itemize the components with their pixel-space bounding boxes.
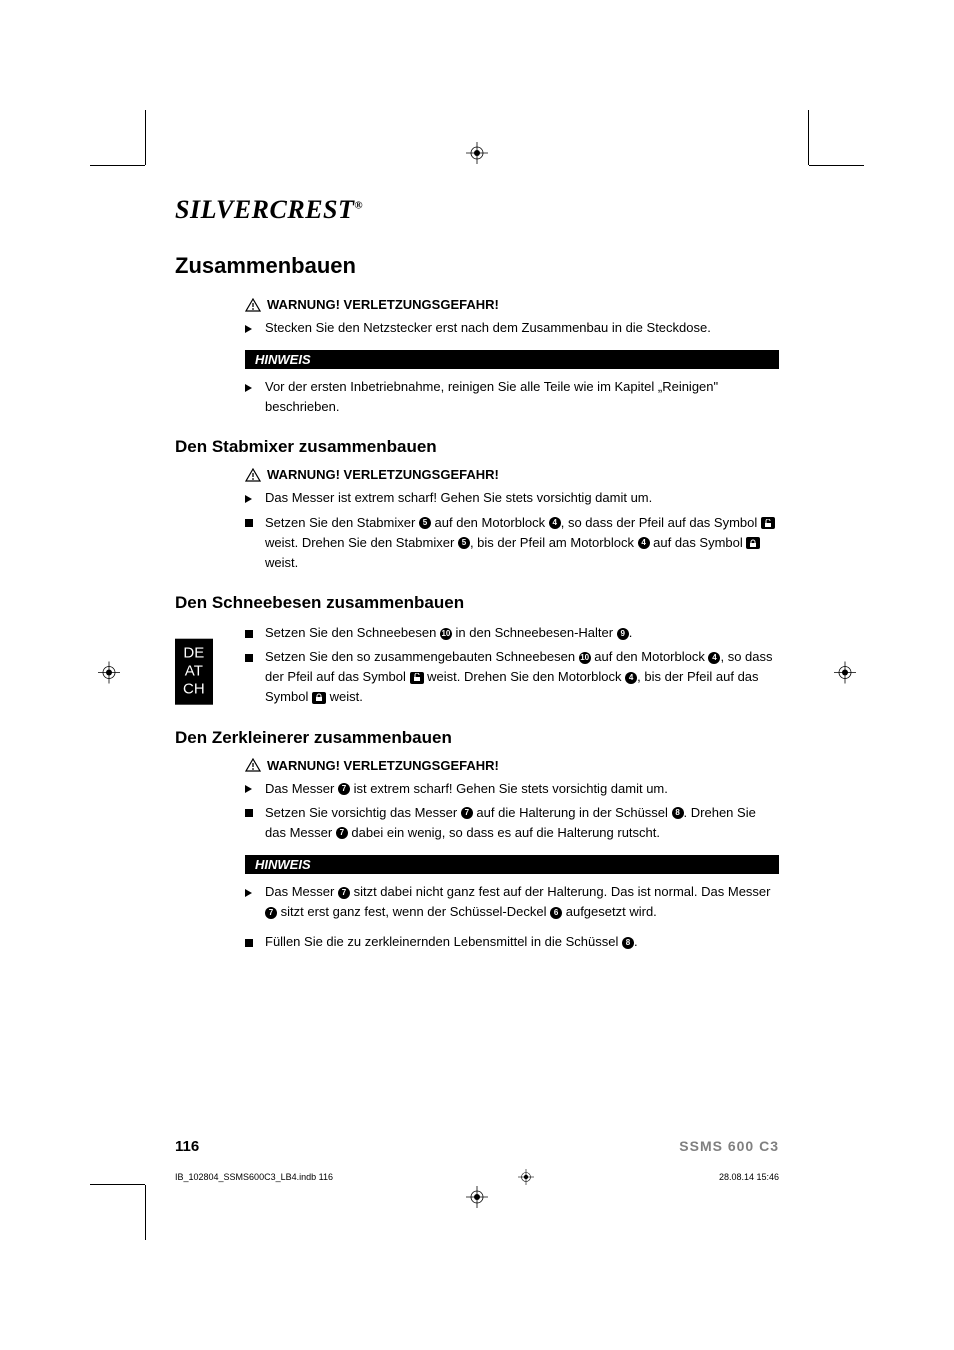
ref-4-icon: 4 (708, 652, 720, 664)
imprint-line: IB_102804_SSMS600C3_LB4.indb 116 28.08.1… (175, 1169, 779, 1185)
warning-label: WARNUNG! VERLETZUNGSGEFAHR! (267, 297, 499, 312)
instruction-text: Füllen Sie die zu zerkleinernden Lebensm… (265, 932, 779, 952)
ref-7-icon: 7 (338, 887, 350, 899)
square-bullet-icon (245, 939, 253, 947)
ref-4-icon: 4 (638, 537, 650, 549)
square-bullet-icon (245, 519, 253, 527)
heading-2: Den Schneebesen zusammenbauen (175, 593, 779, 613)
lang-at: AT (183, 663, 205, 681)
ref-7-icon: 7 (338, 783, 350, 795)
note-bar: HINWEIS (245, 855, 779, 874)
unlock-icon (410, 672, 424, 684)
crop-mark (90, 165, 145, 166)
warning-triangle-icon (245, 758, 261, 772)
heading-2: Den Zerkleinerer zusammenbauen (175, 728, 779, 748)
ref-8-icon: 8 (672, 807, 684, 819)
crop-mark (808, 110, 809, 165)
warning-text: Das Messer 7 ist extrem scharf! Gehen Si… (265, 779, 779, 799)
ref-6-icon: 6 (550, 907, 562, 919)
section-1-body: Das Messer ist extrem scharf! Gehen Sie … (245, 488, 779, 573)
note-bar: HINWEIS (245, 350, 779, 369)
crop-mark (90, 1184, 145, 1185)
registration-mark-icon (466, 142, 488, 164)
warning-heading: WARNUNG! VERLETZUNGSGEFAHR! (245, 467, 779, 482)
crop-mark (809, 165, 864, 166)
warning-text: Stecken Sie den Netzstecker erst nach de… (265, 318, 779, 338)
imprint-left: IB_102804_SSMS600C3_LB4.indb 116 (175, 1172, 333, 1182)
lock-icon (312, 692, 326, 704)
registration-mark-icon (98, 662, 120, 689)
ref-7-icon: 7 (336, 827, 348, 839)
ref-10-icon: 10 (440, 628, 452, 640)
ref-5-icon: 5 (458, 537, 470, 549)
arrow-bullet-icon (245, 495, 252, 503)
ref-10-icon: 10 (579, 652, 591, 664)
imprint-right: 28.08.14 15:46 (719, 1172, 779, 1182)
arrow-bullet-icon (245, 325, 252, 333)
registration-mark-icon (518, 1169, 534, 1185)
section-3-body: Das Messer 7 ist extrem scharf! Gehen Si… (245, 779, 779, 843)
warning-text: Das Messer ist extrem scharf! Gehen Sie … (265, 488, 779, 508)
instruction-text: Setzen Sie den Stabmixer 5 auf den Motor… (265, 513, 779, 573)
note-text: Vor der ersten Inbetriebnahme, reinigen … (265, 377, 779, 417)
unlock-icon (761, 517, 775, 529)
ref-7-icon: 7 (265, 907, 277, 919)
square-bullet-icon (245, 630, 253, 638)
warning-heading: WARNUNG! VERLETZUNGSGEFAHR! (245, 758, 779, 773)
ref-9-icon: 9 (617, 628, 629, 640)
lang-ch: CH (183, 681, 205, 699)
page-footer: 116 SSMS 600 C3 (175, 1138, 779, 1155)
note-body: Das Messer 7 sitzt dabei nicht ganz fest… (245, 882, 779, 922)
warning-label: WARNUNG! VERLETZUNGSGEFAHR! (267, 758, 499, 773)
registration-mark-icon (466, 1186, 488, 1208)
note-body: Vor der ersten Inbetriebnahme, reinigen … (245, 377, 779, 417)
ref-8-icon: 8 (622, 937, 634, 949)
arrow-bullet-icon (245, 384, 252, 392)
section-2-body: Setzen Sie den Schneebesen 10 in den Sch… (245, 623, 779, 708)
heading-2: Den Stabmixer zusammenbauen (175, 437, 779, 457)
page-content: SILVERCREST® Zusammenbauen WARNUNG! VERL… (175, 195, 779, 1155)
instruction-text: Setzen Sie vorsichtig das Messer 7 auf d… (265, 803, 779, 843)
brand-logo: SILVERCREST® (175, 195, 779, 225)
page-number: 116 (175, 1138, 199, 1155)
warning-body: Stecken Sie den Netzstecker erst nach de… (245, 318, 779, 338)
instruction-text: Setzen Sie den so zusammengebauten Schne… (265, 647, 779, 707)
brand-suffix: ® (354, 199, 363, 211)
crop-mark (145, 1185, 146, 1240)
ref-7-icon: 7 (461, 807, 473, 819)
ref-5-icon: 5 (419, 517, 431, 529)
warning-triangle-icon (245, 298, 261, 312)
ref-4-icon: 4 (549, 517, 561, 529)
warning-heading: WARNUNG! VERLETZUNGSGEFAHR! (245, 297, 779, 312)
brand-text: SILVERCREST (175, 195, 354, 224)
arrow-bullet-icon (245, 785, 252, 793)
note-text: Das Messer 7 sitzt dabei nicht ganz fest… (265, 882, 779, 922)
lang-de: DE (183, 645, 205, 663)
instruction-text: Setzen Sie den Schneebesen 10 in den Sch… (265, 623, 779, 643)
square-bullet-icon (245, 654, 253, 662)
section-3-final: Füllen Sie die zu zerkleinernden Lebensm… (245, 932, 779, 952)
language-tab: DE AT CH (175, 639, 213, 705)
square-bullet-icon (245, 809, 253, 817)
heading-1: Zusammenbauen (175, 253, 779, 279)
arrow-bullet-icon (245, 889, 252, 897)
registration-mark-icon (834, 662, 856, 689)
warning-label: WARNUNG! VERLETZUNGSGEFAHR! (267, 467, 499, 482)
ref-4-icon: 4 (625, 672, 637, 684)
warning-triangle-icon (245, 468, 261, 482)
crop-mark (145, 110, 146, 165)
model-number: SSMS 600 C3 (679, 1138, 779, 1155)
lock-icon (746, 537, 760, 549)
